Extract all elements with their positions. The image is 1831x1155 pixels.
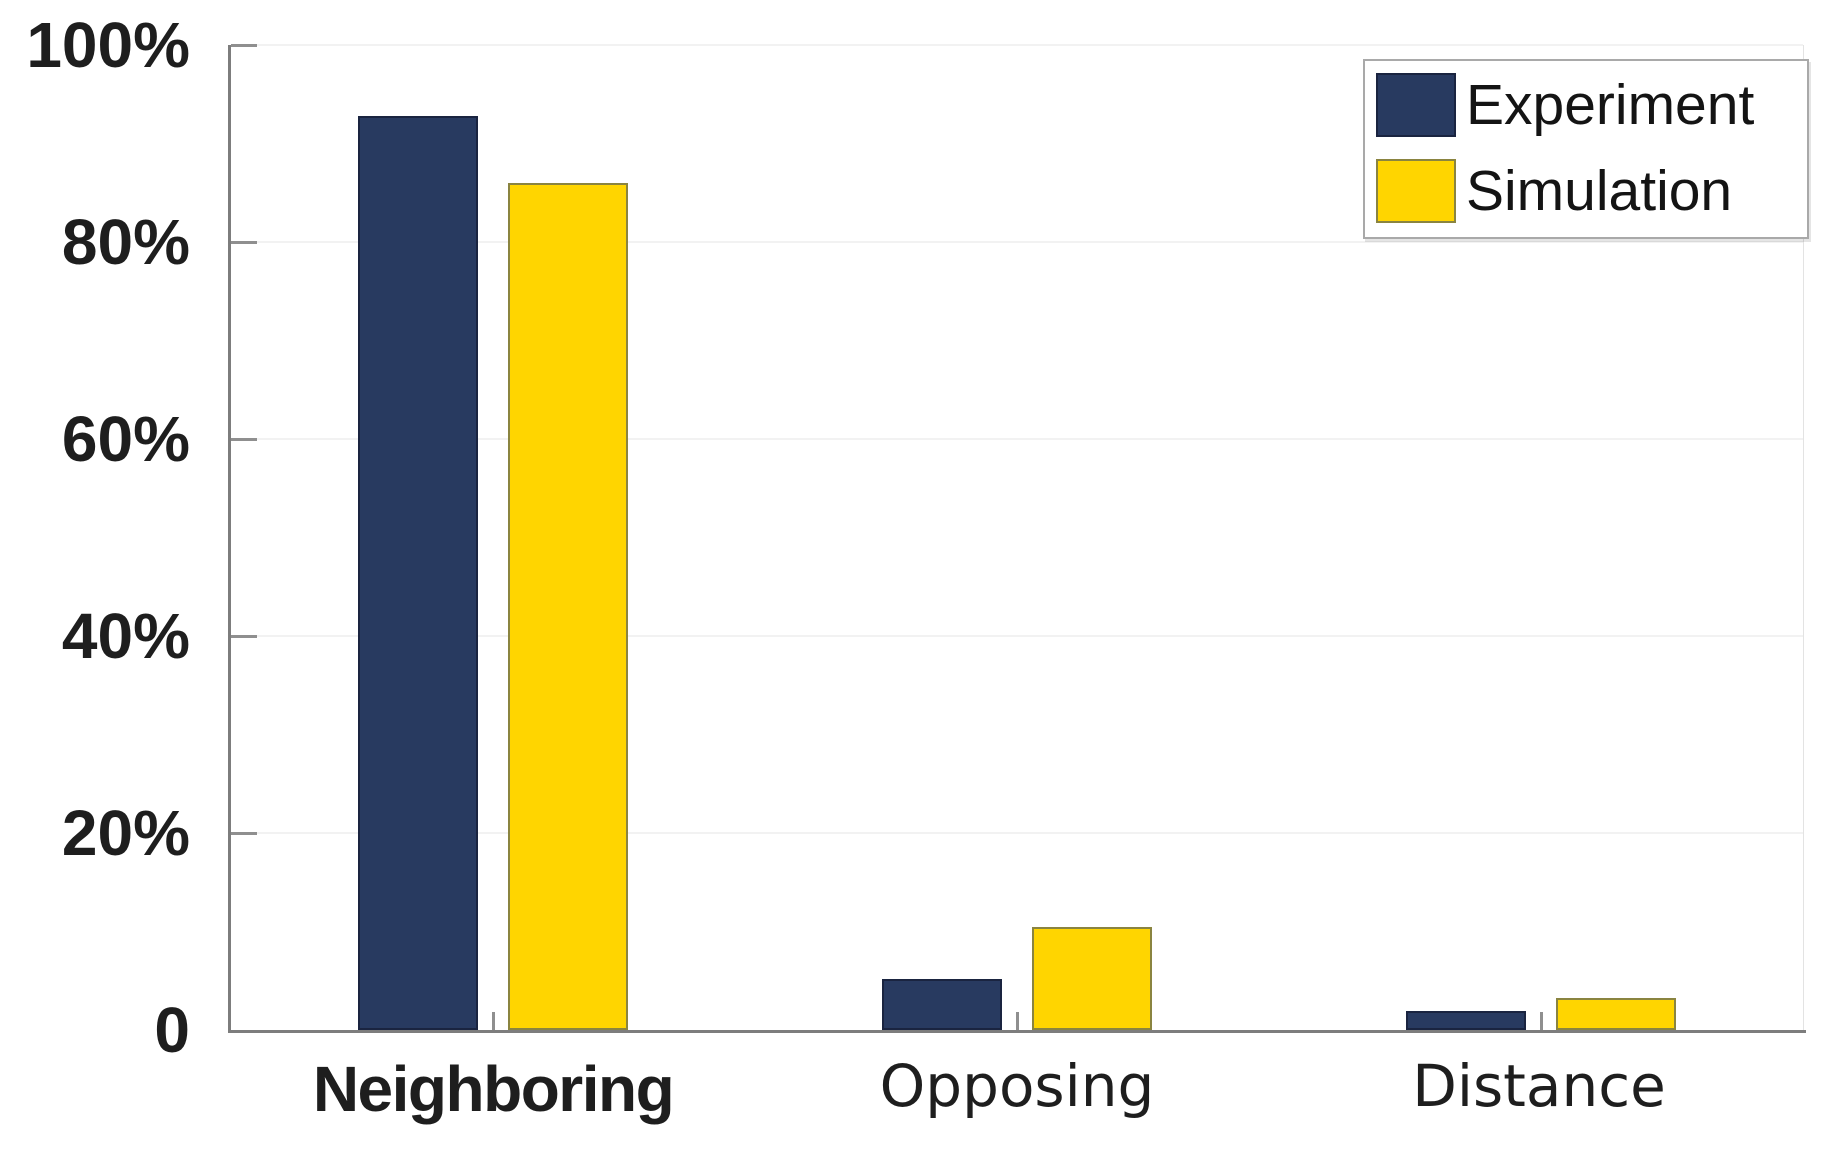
simulation-color-swatch xyxy=(1376,159,1456,223)
y-tick-label-60: 60% xyxy=(61,403,190,475)
bar-simulation-neighboring xyxy=(508,182,628,1030)
bar-experiment-neighboring xyxy=(358,115,478,1030)
y-tick-label-0: 0 xyxy=(154,994,190,1066)
gridline-60 xyxy=(231,438,1803,440)
gridline-80 xyxy=(231,241,1803,243)
y-axis-tick-20 xyxy=(231,831,257,835)
x-axis-line xyxy=(228,1030,1806,1033)
legend-item-simulation: Simulation xyxy=(1376,159,1797,223)
x-axis-tick-opposing xyxy=(1015,1012,1019,1030)
bar-simulation-opposing xyxy=(1032,926,1152,1030)
legend-label-experiment: Experiment xyxy=(1466,72,1755,137)
y-tick-label-20: 20% xyxy=(61,797,190,869)
x-axis-tick-distance xyxy=(1539,1012,1543,1030)
gridline-20 xyxy=(231,832,1803,834)
y-axis-tick-40 xyxy=(231,634,257,638)
gridline-40 xyxy=(231,635,1803,637)
bar-experiment-opposing xyxy=(882,978,1002,1030)
bar-simulation-distance xyxy=(1556,998,1676,1030)
x-category-label-distance: Distance xyxy=(1412,1052,1666,1120)
y-axis-tick-100 xyxy=(231,43,257,47)
y-axis-labels: 100% 80% 60% 40% 20% 0 xyxy=(0,0,190,1155)
y-tick-label-100: 100% xyxy=(26,9,190,81)
plot-area xyxy=(231,43,1803,1030)
x-category-label-opposing: Opposing xyxy=(879,1052,1155,1120)
y-axis-line xyxy=(228,45,231,1033)
experiment-color-swatch xyxy=(1376,73,1456,137)
gridline-100 xyxy=(231,44,1803,46)
bar-experiment-distance xyxy=(1406,1011,1526,1030)
legend-label-simulation: Simulation xyxy=(1466,158,1733,223)
x-axis-tick-neighboring xyxy=(491,1012,495,1030)
legend-item-experiment: Experiment xyxy=(1376,73,1797,137)
legend: Experiment Simulation xyxy=(1363,59,1809,239)
y-tick-label-40: 40% xyxy=(61,600,190,672)
plot-right-border xyxy=(1803,45,1804,1030)
y-tick-label-80: 80% xyxy=(61,206,190,278)
y-axis-tick-60 xyxy=(231,437,257,441)
y-axis-tick-80 xyxy=(231,240,257,244)
x-category-label-neighboring: Neighboring xyxy=(312,1053,675,1125)
